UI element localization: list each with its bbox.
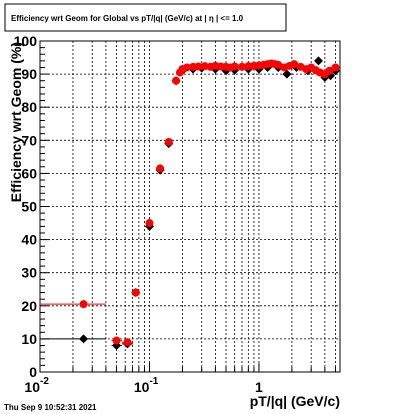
- x-tick-label: 1: [255, 379, 263, 395]
- y-tick-label: 60: [21, 165, 37, 181]
- data-point-black: [314, 56, 324, 66]
- data-point-black: [282, 69, 292, 79]
- y-tick-label: 20: [21, 298, 37, 314]
- data-point-red: [182, 63, 191, 72]
- y-tick-label: 90: [21, 66, 37, 82]
- data-point-black: [79, 334, 89, 344]
- y-tick-label: 100: [14, 33, 38, 49]
- data-point-red: [331, 63, 340, 72]
- data-point-red: [164, 137, 173, 146]
- data-point-red: [112, 336, 121, 345]
- data-point-red: [172, 76, 181, 85]
- x-tick-label: 10: [134, 379, 150, 395]
- data-point-red: [123, 338, 132, 347]
- chart-title: Efficiency wrt Geom for Global vs pT/|q|…: [11, 14, 244, 23]
- plot-frame: [39, 40, 341, 373]
- data-point-red: [131, 288, 140, 297]
- data-point-red: [237, 62, 246, 71]
- data-point-red: [145, 219, 154, 228]
- x-axis-label: pT/|q| (GeV/c): [250, 393, 340, 409]
- data-point-red: [230, 62, 239, 71]
- y-tick-label: 80: [21, 99, 37, 115]
- timestamp: Thu Sep 9 10:52:31 2021: [4, 403, 97, 412]
- data-point-red: [79, 300, 88, 309]
- data-point-red: [194, 62, 203, 71]
- y-tick-label: 10: [21, 331, 37, 347]
- y-tick-label: 70: [21, 132, 37, 148]
- points-layer: [40, 56, 340, 351]
- x-tick-exponent: -2: [40, 376, 49, 387]
- data-point-red: [325, 66, 334, 75]
- x-tick-label: 10: [24, 379, 40, 395]
- axes-layer: [39, 40, 341, 373]
- y-axis-label: Efficiency wrt Geom (%): [8, 42, 24, 202]
- data-point-red: [274, 60, 283, 69]
- grid-layer: [40, 41, 340, 372]
- y-tick-label: 40: [21, 232, 37, 248]
- data-point-red: [156, 164, 165, 173]
- x-tick-exponent: -1: [149, 376, 158, 387]
- y-tick-label: 30: [21, 265, 37, 281]
- y-tick-label: 50: [21, 199, 37, 215]
- title-box: Efficiency wrt Geom for Global vs pT/|q|…: [4, 3, 287, 32]
- data-point-red: [290, 60, 299, 69]
- y-tick-label: 0: [29, 364, 37, 380]
